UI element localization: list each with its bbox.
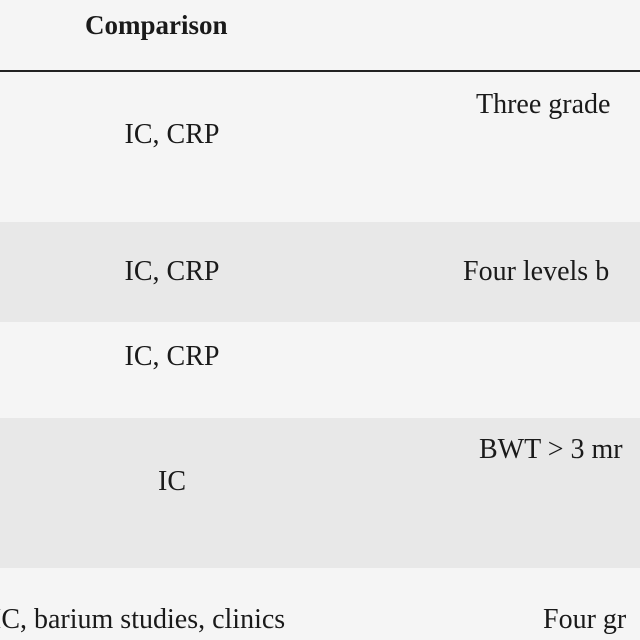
cell: IC, CRP <box>124 119 220 150</box>
row-band <box>0 418 640 568</box>
row-band <box>0 222 640 322</box>
cell: IC <box>158 466 186 497</box>
cell: IC, CRP <box>124 256 220 287</box>
cell: IC, CRP <box>124 341 220 372</box>
cell: IC, barium studies, clinics <box>0 604 286 635</box>
column-header: Comparison <box>85 10 228 40</box>
cell: BWT > 3 mr <box>479 434 623 465</box>
cell: Four levels b <box>463 256 610 287</box>
cell: Four gr <box>543 604 627 635</box>
cell: Three grade <box>476 89 611 120</box>
header-rule <box>0 70 640 72</box>
